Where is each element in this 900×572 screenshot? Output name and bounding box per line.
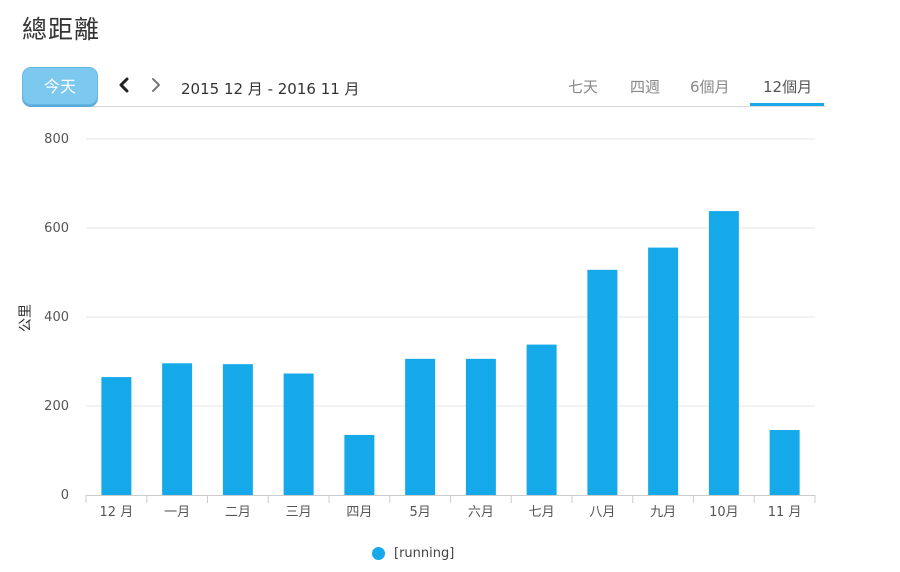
- bar[interactable]: [344, 434, 375, 495]
- bar[interactable]: [769, 430, 800, 495]
- x-tick-label: 九月: [650, 505, 676, 520]
- x-tick-label: 八月: [589, 505, 615, 520]
- tab-seven-days[interactable]: 七天: [568, 78, 599, 96]
- bar[interactable]: [526, 344, 557, 495]
- x-tick-label: 一月: [164, 505, 190, 520]
- page-title: 總距離: [22, 15, 101, 44]
- legend-item-running[interactable]: [running]: [372, 545, 454, 561]
- chevron-right-icon[interactable]: [144, 72, 166, 98]
- x-tick-label: 10月: [709, 505, 739, 520]
- tab-twelve-months[interactable]: 12個月: [763, 78, 813, 96]
- bar[interactable]: [101, 377, 132, 495]
- x-tick-label: 11 月: [768, 505, 802, 520]
- today-button[interactable]: 今天: [22, 67, 98, 105]
- tab-six-months[interactable]: 6個月: [690, 78, 730, 96]
- x-tick-label: 四月: [346, 505, 372, 520]
- legend-swatch: [372, 546, 385, 560]
- bar[interactable]: [162, 363, 193, 495]
- bar[interactable]: [708, 211, 739, 495]
- y-tick-label: 200: [44, 399, 69, 414]
- x-tick-label: 六月: [468, 505, 494, 520]
- tab-four-weeks[interactable]: 四週: [630, 78, 661, 96]
- bar[interactable]: [587, 269, 618, 495]
- y-tick-label: 800: [44, 132, 69, 147]
- bar[interactable]: [405, 358, 436, 495]
- x-tick-label: 5月: [409, 505, 430, 520]
- bar[interactable]: [283, 373, 314, 495]
- date-range-label: 2015 12 月 - 2016 11 月: [181, 80, 360, 98]
- y-tick-label: 400: [44, 310, 69, 325]
- bar[interactable]: [648, 247, 679, 495]
- x-tick-label: 二月: [225, 505, 251, 520]
- bar[interactable]: [222, 364, 253, 495]
- legend-label: [running]: [394, 545, 455, 561]
- x-tick-label: 七月: [529, 505, 555, 520]
- active-tab-indicator: [750, 103, 824, 106]
- chevron-left-icon[interactable]: [114, 72, 136, 98]
- bar[interactable]: [465, 358, 496, 495]
- y-tick-label: 0: [61, 488, 69, 503]
- x-tick-label: 三月: [286, 505, 312, 520]
- y-tick-label: 600: [44, 221, 69, 236]
- x-tick-label: 12 月: [100, 505, 134, 520]
- y-axis-title: 公里: [18, 304, 34, 332]
